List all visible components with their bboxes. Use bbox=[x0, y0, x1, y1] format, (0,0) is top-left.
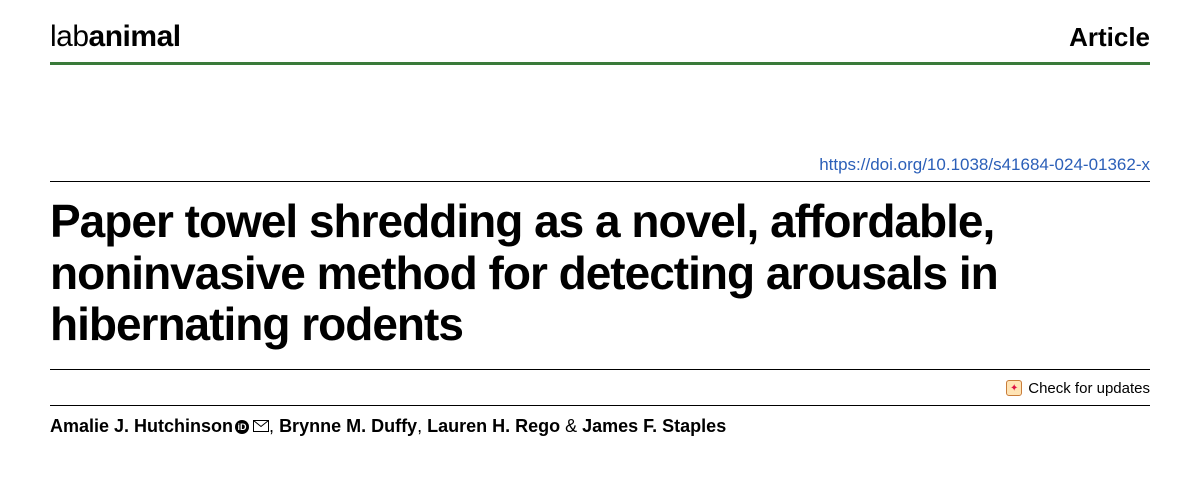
author-sep-2: , bbox=[417, 416, 427, 436]
orcid-icon[interactable]: iD bbox=[235, 420, 249, 434]
article-title: Paper towel shredding as a novel, afford… bbox=[50, 182, 1150, 370]
check-updates-label[interactable]: Check for updates bbox=[1028, 380, 1150, 397]
author-sep-1: , bbox=[269, 416, 279, 436]
journal-header: labanimal Article bbox=[50, 20, 1150, 65]
authors-row: Amalie J. HutchinsoniD, Brynne M. Duffy,… bbox=[50, 406, 1150, 438]
journal-name-light: lab bbox=[50, 20, 89, 53]
check-updates-icon[interactable]: ✦ bbox=[1006, 380, 1022, 396]
author-sep-3: & bbox=[560, 416, 582, 436]
author-2: Brynne M. Duffy bbox=[279, 416, 417, 436]
journal-name-bold: animal bbox=[89, 20, 181, 53]
author-3: Lauren H. Rego bbox=[427, 416, 560, 436]
author-1: Amalie J. Hutchinson bbox=[50, 416, 233, 436]
author-4: James F. Staples bbox=[582, 416, 726, 436]
check-updates-row: ✦ Check for updates bbox=[50, 370, 1150, 406]
doi-link[interactable]: https://doi.org/10.1038/s41684-024-01362… bbox=[819, 155, 1150, 174]
journal-name: labanimal bbox=[50, 20, 181, 54]
article-type: Article bbox=[1069, 22, 1150, 53]
doi-row: https://doi.org/10.1038/s41684-024-01362… bbox=[50, 155, 1150, 182]
mail-icon[interactable] bbox=[253, 416, 269, 437]
